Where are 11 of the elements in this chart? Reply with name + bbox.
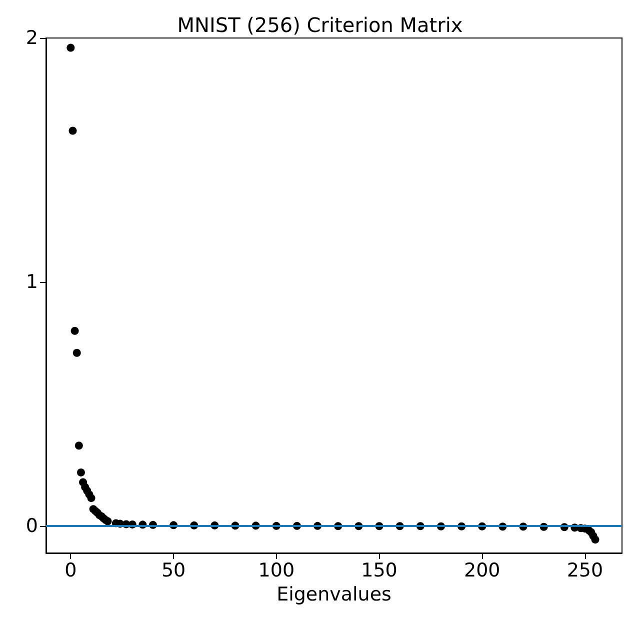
- y-tick-label: 2: [26, 27, 38, 49]
- x-tick-label: 50: [161, 560, 186, 582]
- x-tick-label: 0: [64, 560, 77, 582]
- x-tick-label: 200: [464, 560, 500, 582]
- chart-title: MNIST (256) Criterion Matrix: [177, 13, 463, 37]
- x-tick-label: 250: [566, 560, 604, 582]
- x-tick-label: 150: [361, 560, 398, 582]
- x-tick-label: 100: [258, 560, 295, 582]
- y-tick-label: 0: [26, 515, 38, 538]
- y-tick-label: 1: [26, 271, 38, 294]
- x-axis-title: Eigenvalues: [276, 583, 392, 606]
